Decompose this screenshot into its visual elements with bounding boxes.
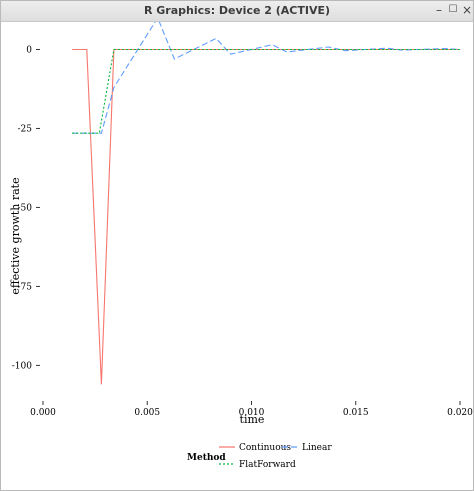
x-tick-label: 0.010 — [239, 408, 265, 418]
legend: Method Continuous Linear FlatForward — [187, 443, 332, 470]
y-tick-label: -100 — [12, 361, 32, 371]
series-line-linear — [72, 22, 461, 134]
x-tick-label: 0.020 — [447, 408, 473, 418]
y-tick-label: -25 — [18, 124, 33, 134]
series-line-continuous — [72, 48, 460, 385]
x-axis: 0.000 0.005 0.010 0.015 0.020 — [30, 401, 473, 418]
legend-title: Method — [187, 453, 226, 463]
maximize-button[interactable]: ☐ — [448, 4, 458, 15]
close-button[interactable]: × — [461, 3, 473, 17]
legend-label-flatforward: FlatForward — [239, 460, 296, 470]
y-axis: 0 -25 -50 -75 -100 — [12, 45, 40, 371]
title-bar[interactable]: R Graphics: Device 2 (ACTIVE) – ☐ × — [1, 1, 473, 22]
series-layer — [72, 22, 461, 385]
plot-canvas: 0.000 0.005 0.010 0.015 0.020 0 -25 -50 -75 -100… — [9, 22, 473, 470]
y-axis-label: effective growth rate — [9, 177, 22, 294]
x-tick-label: 0.015 — [343, 408, 369, 418]
x-tick-label: 0.000 — [30, 408, 56, 418]
y-tick-label: -50 — [18, 203, 33, 213]
y-tick-label: -75 — [18, 282, 33, 292]
y-tick-label: 0 — [26, 45, 32, 55]
legend-label-linear: Linear — [302, 443, 332, 453]
legend-label-continuous: Continuous — [239, 443, 291, 453]
x-axis-label: time — [240, 413, 265, 426]
series-line-flatforward — [72, 48, 460, 134]
window-title: R Graphics: Device 2 (ACTIVE) — [143, 4, 331, 17]
x-tick-label: 0.005 — [134, 408, 160, 418]
minimize-button[interactable]: – — [436, 3, 442, 17]
